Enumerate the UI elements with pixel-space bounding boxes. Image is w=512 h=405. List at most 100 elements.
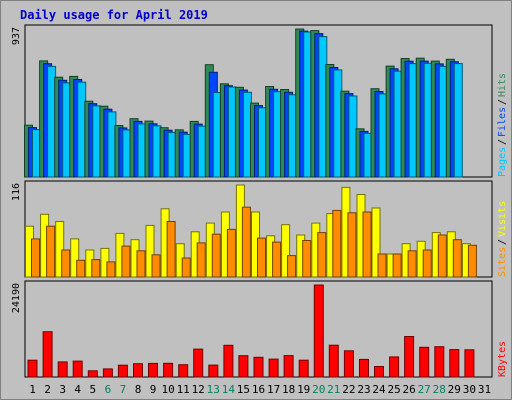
bar-sites-day-29 — [452, 239, 462, 278]
bar-kbytes-day-23 — [359, 358, 369, 378]
bar-visits-day-18 — [281, 224, 291, 278]
bar-sites-day-16 — [257, 237, 266, 278]
bar-kbytes-day-22 — [343, 350, 354, 378]
bar-sites-day-10 — [166, 221, 176, 278]
bar-kbytes-day-30 — [464, 349, 475, 378]
bar-sites-day-15 — [241, 206, 251, 278]
x-tick-label-day-4: 4 — [74, 383, 81, 396]
legend-item-files: Files — [497, 107, 508, 137]
x-tick-label-day-24: 24 — [372, 383, 386, 396]
legend-item-visits: Visits — [497, 201, 508, 237]
bar-sites-day-12 — [196, 242, 206, 278]
bar-visits-day-4 — [70, 238, 80, 278]
x-tick-label-day-19: 19 — [297, 383, 310, 396]
x-tick-label-day-6: 6 — [105, 383, 112, 396]
bar-sites-day-26 — [407, 250, 417, 278]
bar-kbytes-day-2 — [42, 331, 53, 378]
bar-kbytes-day-25 — [389, 356, 400, 378]
bar-kbytes-day-10 — [163, 362, 174, 378]
x-tick-label-day-5: 5 — [89, 383, 96, 396]
x-tick-label-day-27: 27 — [418, 383, 431, 396]
bar-pages-day-29 — [453, 63, 463, 178]
legend-separator: / — [497, 239, 508, 245]
bar-kbytes-day-11 — [178, 364, 189, 378]
x-tick-label-day-16: 16 — [252, 383, 265, 396]
bar-kbytes-day-28 — [434, 346, 445, 378]
x-tick-label-day-29: 29 — [448, 383, 461, 396]
x-tick-label-day-3: 3 — [59, 383, 66, 396]
bar-kbytes-day-9 — [148, 362, 158, 378]
bar-kbytes-day-19 — [298, 359, 309, 378]
bar-sites-day-23 — [362, 211, 372, 278]
bar-visits-day-24 — [371, 207, 381, 278]
bar-visits-day-9 — [145, 224, 155, 278]
x-tick-label-day-10: 10 — [161, 383, 174, 396]
bar-sites-day-3 — [61, 249, 71, 278]
bar-kbytes-day-16 — [253, 356, 264, 378]
bar-sites-day-20 — [317, 232, 327, 278]
bar-kbytes-day-12 — [193, 348, 204, 378]
x-tick-label-day-21: 21 — [327, 383, 340, 396]
bar-sites-day-6 — [106, 261, 116, 278]
x-tick-label-day-1: 1 — [29, 383, 36, 396]
bar-kbytes-day-5 — [87, 370, 98, 378]
legend-item-kbytes: KBytes — [497, 341, 508, 377]
x-tick-label-day-20: 20 — [312, 383, 325, 396]
x-tick-label-day-26: 26 — [402, 383, 415, 396]
x-tick-label-day-31: 31 — [478, 383, 491, 396]
bar-sites-day-21 — [332, 209, 342, 278]
x-tick-label-day-11: 11 — [177, 383, 190, 396]
x-tick-label-day-30: 30 — [463, 383, 476, 396]
bar-sites-day-28 — [437, 234, 447, 278]
x-tick-label-day-18: 18 — [282, 383, 295, 396]
bar-sites-day-27 — [422, 249, 432, 278]
bar-visits-day-3 — [55, 221, 65, 278]
bar-kbytes-day-27 — [419, 346, 430, 378]
x-tick-label-day-28: 28 — [433, 383, 446, 396]
bar-sites-day-2 — [46, 225, 56, 278]
panel-max-label: 937 — [11, 27, 22, 45]
bar-sites-day-18 — [287, 255, 297, 278]
bar-kbytes-day-14 — [223, 344, 234, 378]
bar-sites-day-8 — [136, 250, 146, 278]
bar-kbytes-day-18 — [283, 355, 294, 378]
bar-kbytes-day-7 — [117, 364, 128, 378]
bar-sites-day-9 — [151, 254, 161, 278]
bar-sites-day-14 — [226, 228, 236, 278]
legend-separator: / — [497, 139, 508, 145]
bar-sites-day-17 — [272, 241, 282, 278]
x-tick-label-day-15: 15 — [237, 383, 250, 396]
x-tick-label-day-13: 13 — [207, 383, 220, 396]
bar-kbytes-day-20 — [313, 284, 324, 378]
x-tick-label-day-7: 7 — [120, 383, 127, 396]
bar-sites-day-11 — [181, 257, 191, 278]
bar-sites-day-4 — [76, 259, 86, 278]
bar-kbytes-day-6 — [102, 368, 113, 378]
x-tick-label-day-25: 25 — [387, 383, 400, 396]
bar-sites-day-5 — [91, 259, 101, 278]
x-tick-label-day-12: 12 — [192, 383, 205, 396]
panel-max-label: 24190 — [11, 283, 22, 313]
bar-kbytes-day-8 — [133, 363, 143, 378]
legend-item-sites: Sites — [497, 247, 508, 277]
x-tick-label-day-2: 2 — [44, 383, 51, 396]
bar-kbytes-day-13 — [208, 364, 219, 378]
bar-sites-day-13 — [211, 233, 221, 278]
legend-item-hits: Hits — [497, 73, 508, 97]
plot-layer: 937Pages/Files/Hits116Sites/Visits24190K… — [11, 24, 508, 396]
bar-kbytes-day-15 — [238, 355, 249, 378]
legend-separator: / — [497, 99, 508, 105]
x-tick-label-day-23: 23 — [357, 383, 370, 396]
bar-sites-day-22 — [347, 212, 357, 278]
x-tick-label-day-14: 14 — [222, 383, 236, 396]
bar-kbytes-day-17 — [268, 358, 279, 378]
chart-title: Daily usage for April 2019 — [20, 8, 208, 22]
x-tick-label-day-17: 17 — [267, 383, 280, 396]
bar-kbytes-day-26 — [404, 336, 415, 378]
bar-sites-day-7 — [121, 245, 131, 278]
bar-sites-day-24 — [377, 253, 387, 278]
bar-kbytes-day-3 — [57, 361, 68, 378]
bar-sites-day-30 — [467, 244, 477, 278]
